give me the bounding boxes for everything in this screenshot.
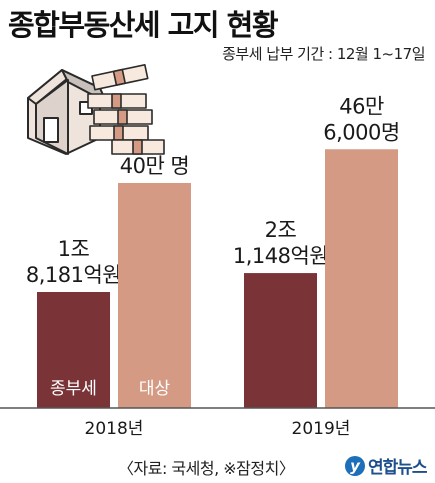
data-label: 2조 (265, 218, 297, 242)
house-and-money-stacks-icon (27, 63, 165, 155)
yonhap-logo: y 연합뉴스 (345, 453, 428, 478)
bar-payers-1 (325, 149, 398, 408)
data-label: 1,148억원 (233, 244, 328, 268)
data-label: 8,181억원 (26, 263, 121, 287)
data-label: 40만 명 (120, 154, 190, 178)
legend-label-in-bar: 대상 (139, 379, 171, 399)
bar-payers-0 (118, 183, 191, 408)
legend-label-in-bar: 종부세 (50, 379, 97, 399)
x-tick-label: 2018년 (85, 419, 144, 439)
bar-tax-1 (244, 273, 317, 408)
payment-period-note: 종부세 납부 기간 : 12월 1~17일 (222, 45, 425, 63)
page-title: 종합부동산세 고지 현황 (8, 8, 279, 42)
data-label: 6,000명 (323, 120, 399, 144)
bar-tax-0 (37, 292, 110, 408)
data-label: 1조 (58, 237, 90, 261)
yonhap-logo-icon: y (345, 455, 365, 476)
yonhap-logo-text: 연합뉴스 (368, 458, 428, 478)
source-note: 〈자료: 국세청, ※잠정치〉 (118, 459, 295, 478)
x-tick-label: 2019년 (292, 419, 351, 439)
data-label: 46만 (339, 94, 384, 118)
